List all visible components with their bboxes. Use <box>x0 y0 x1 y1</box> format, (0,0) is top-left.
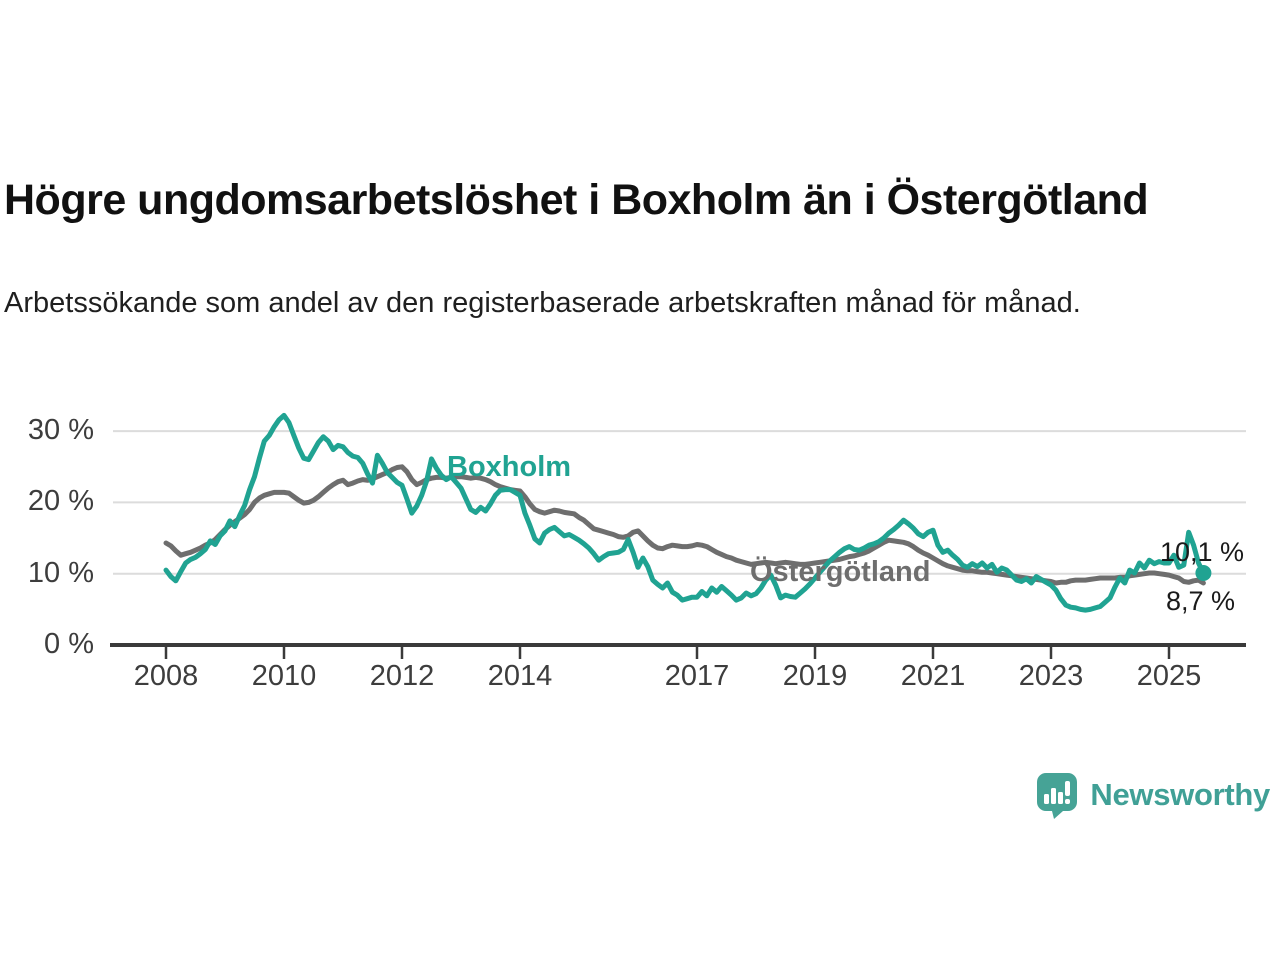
x-axis-label: 2008 <box>133 660 199 692</box>
end-value-label-boxholm: 10,1 % <box>1160 537 1245 567</box>
boxholm-line <box>163 412 1206 613</box>
series-label-ostergotland: Östergötland <box>750 556 931 588</box>
series-label-boxholm: Boxholm <box>447 451 572 483</box>
x-axis-label: 2014 <box>487 660 553 692</box>
end-value-label-ostergotland: 8,7 % <box>1166 586 1236 616</box>
x-axis-label: 2012 <box>369 660 435 692</box>
y-axis-label: 20 % <box>27 485 94 518</box>
x-axis-label: 2025 <box>1136 660 1202 692</box>
newsworthy-logo: Newsworthy <box>1033 771 1270 819</box>
page-title: Högre ungdomsarbetslöshet i Boxholm än i… <box>4 175 1149 224</box>
x-axis-label: 2021 <box>900 660 966 692</box>
bar-chart-speech-bubble-icon <box>1037 773 1078 819</box>
end-point-dot <box>1195 564 1212 581</box>
y-axis-label: 10 % <box>27 556 94 589</box>
newsworthy-wordmark: Newsworthy <box>1090 777 1270 812</box>
y-axis-label: 30 % <box>27 414 94 447</box>
x-axis-label: 2017 <box>664 660 730 692</box>
x-axis-label: 2023 <box>1018 660 1084 692</box>
x-axis-label: 2019 <box>782 660 848 692</box>
page-subtitle: Arbetssökande som andel av den registerb… <box>4 287 1081 319</box>
x-axis-label: 2010 <box>251 660 317 692</box>
y-axis-label: 0 % <box>44 628 94 660</box>
stergtland-line <box>163 464 1206 586</box>
